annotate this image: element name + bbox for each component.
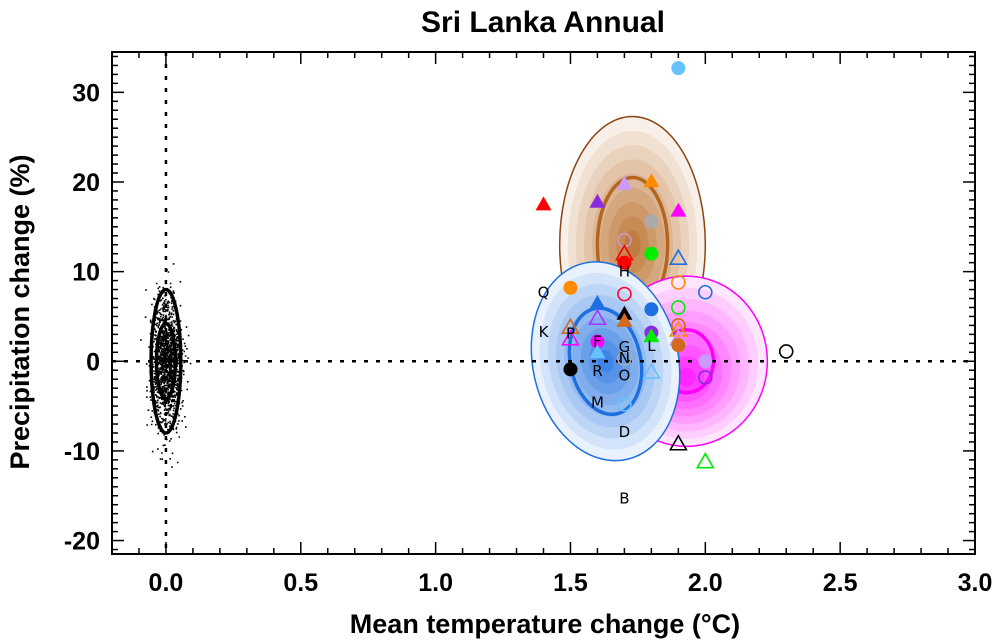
data-point	[617, 255, 632, 270]
data-point	[589, 344, 606, 359]
axes: 0.0 0.5 1.0 1.5 2.0 2.5 3.0 -20 -10 0 10 20 30	[64, 51, 993, 597]
x-tick-label: 1.0	[418, 569, 453, 597]
x-tick-label: 1.5	[553, 569, 588, 597]
data-point	[643, 173, 660, 188]
data-point	[617, 286, 632, 302]
x-tick-label: 2.5	[823, 569, 858, 597]
data-point	[590, 334, 605, 349]
model-label-R: R	[592, 362, 602, 380]
data-point	[668, 320, 688, 337]
data-point	[668, 248, 688, 265]
y-tick-label: 0	[86, 348, 100, 376]
y-tick-label: -20	[64, 528, 100, 556]
data-point	[563, 362, 578, 377]
data-point	[695, 452, 715, 469]
x-axis-label: Mean temperature change (°C)	[350, 609, 740, 639]
data-point	[616, 305, 633, 320]
model-label-B: B	[619, 490, 629, 508]
data-point	[561, 329, 580, 346]
variability-contour-inner	[154, 321, 178, 401]
model-label-D: D	[619, 423, 631, 441]
data-point	[616, 175, 633, 190]
data-point	[670, 202, 687, 217]
y-tick-label: 20	[72, 169, 100, 197]
data-point	[589, 193, 606, 208]
model-label-L: L	[647, 337, 656, 355]
y-tick-label: 10	[72, 259, 100, 287]
chart-title: Sri Lanka Annual	[421, 6, 665, 39]
data-point	[616, 312, 633, 327]
model-label-Q: Q	[538, 283, 550, 301]
variability-scatter	[140, 256, 192, 468]
y-tick-label: -10	[64, 438, 100, 466]
model-label-F: F	[593, 333, 602, 351]
data-point	[617, 396, 632, 412]
data-point	[644, 214, 659, 229]
data-point	[617, 351, 632, 366]
model-label-M: M	[591, 394, 604, 412]
data-point	[644, 246, 659, 261]
data-point	[644, 302, 659, 317]
data-point	[535, 196, 552, 211]
model-label-G: G	[619, 338, 631, 356]
data-point	[698, 354, 713, 369]
x-tick-label: 2.0	[688, 569, 723, 597]
y-tick-label: 30	[72, 79, 100, 107]
x-tick-label: 0.5	[283, 569, 318, 597]
data-point	[641, 362, 661, 379]
data-point	[589, 295, 606, 309]
distribution-band	[677, 367, 696, 387]
data-point	[778, 344, 794, 359]
x-tick-label: 3.0	[958, 569, 993, 597]
data-point	[588, 308, 607, 326]
data-point	[668, 434, 688, 451]
data-point	[671, 275, 686, 290]
points-layer	[535, 61, 794, 469]
data-point	[671, 338, 686, 353]
y-axis-label: Precipitation change (%)	[5, 154, 35, 469]
data-point	[698, 284, 713, 300]
model-label-H: H	[619, 263, 630, 281]
model-label-P: P	[566, 325, 575, 343]
data-point	[671, 61, 686, 76]
data-point	[698, 370, 713, 385]
model-label-N: N	[619, 349, 630, 367]
x-tick-label: 0.0	[149, 569, 184, 597]
model-label-O: O	[619, 367, 631, 385]
data-point	[561, 317, 580, 335]
data-point	[671, 300, 686, 315]
natural-variability-layer	[140, 256, 192, 468]
variability-contour-outer	[149, 287, 183, 435]
data-point	[643, 328, 660, 343]
distribution-layer	[530, 115, 769, 462]
model-label-K: K	[539, 323, 550, 341]
letter-labels-layer: Q K P FRM H GNO D B L	[538, 263, 657, 508]
data-point	[563, 280, 578, 295]
